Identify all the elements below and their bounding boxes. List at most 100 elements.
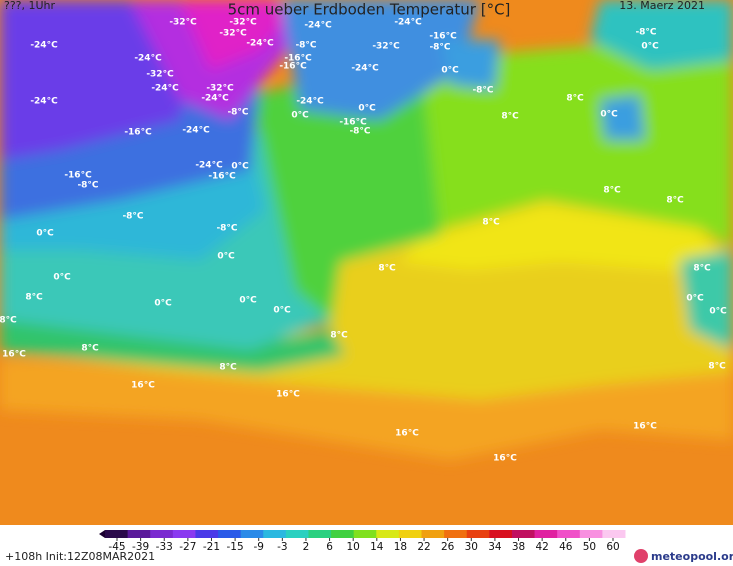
contour-label: -16°C — [124, 128, 152, 138]
scale-swatch — [557, 530, 581, 538]
contour-label: -8°C — [472, 86, 493, 96]
scale-tick-label: -33 — [156, 541, 173, 553]
contour-label: 0°C — [600, 110, 618, 120]
scale-tick-label: -3 — [277, 541, 287, 553]
contour-label: -8°C — [216, 224, 237, 234]
contour-label: -32°C — [206, 84, 234, 94]
run-label: ???, 1Uhr — [4, 0, 56, 12]
contour-label: 0°C — [291, 111, 309, 121]
scale-swatch — [263, 530, 287, 538]
contour-label: -24°C — [30, 97, 58, 107]
contour-label: 8°C — [693, 264, 711, 274]
scale-tick-label: 30 — [465, 541, 478, 553]
contour-label: -24°C — [182, 126, 210, 136]
logo-icon — [634, 549, 648, 563]
scale-swatch — [466, 530, 490, 538]
contour-label: 0°C — [154, 299, 172, 309]
scale-tick-label: 18 — [394, 541, 407, 553]
contour-label: 16°C — [276, 390, 300, 400]
map-title: 5cm ueber Erdboden Temperatur [°C] — [228, 1, 511, 19]
contour-label: -16°C — [284, 54, 312, 64]
contour-label: 8°C — [25, 293, 43, 303]
scale-tick-label: 14 — [370, 541, 384, 553]
contour-label: 0°C — [239, 296, 257, 306]
scale-swatch — [218, 530, 242, 538]
scale-swatch — [511, 530, 536, 538]
contour-label: 16°C — [493, 454, 517, 464]
scale-tick-label: 46 — [559, 541, 573, 553]
scale-swatch — [308, 530, 332, 538]
contour-label: 0°C — [217, 252, 235, 262]
contour-label: -24°C — [134, 54, 162, 64]
contour-label: -32°C — [229, 18, 257, 28]
scale-swatch — [172, 530, 196, 538]
contour-label: -16°C — [339, 118, 367, 128]
contour-label: 8°C — [219, 363, 237, 373]
scale-cap — [99, 530, 105, 538]
contour-label: 16°C — [633, 422, 657, 432]
contour-label: -24°C — [151, 84, 179, 94]
contour-label: -24°C — [195, 161, 223, 171]
scale-swatch — [285, 530, 309, 538]
scale-swatch — [195, 530, 219, 538]
contour-label: -16°C — [208, 172, 236, 182]
scale-swatch — [534, 530, 558, 538]
contour-label: -8°C — [429, 43, 450, 53]
contour-label: -8°C — [635, 28, 656, 38]
scale-swatch — [240, 530, 264, 538]
scale-tick-label: -9 — [253, 541, 263, 553]
scale-tick-label: 60 — [606, 541, 619, 553]
contour-label: -16°C — [64, 171, 92, 181]
color-scale: -45 -39 -33 -27 -21 -15 -9 -3 2 6 10 14 18 22 26 30 34 38… — [99, 530, 626, 553]
contour-label: 8°C — [0, 316, 17, 326]
contour-label: -8°C — [77, 181, 98, 191]
contour-label: -8°C — [122, 212, 143, 222]
contour-label: 16°C — [131, 381, 155, 391]
contour-label: -24°C — [246, 39, 274, 49]
scale-tick-label: 38 — [512, 541, 525, 553]
contour-label: 8°C — [330, 331, 348, 341]
contour-label: 8°C — [566, 94, 584, 104]
contour-label: 0°C — [53, 273, 71, 283]
contour-label: -16°C — [279, 62, 307, 72]
contour-label: -16°C — [429, 32, 457, 42]
scale-swatch — [127, 530, 151, 538]
contour-label: 16°C — [2, 350, 26, 360]
scale-tick-label: -27 — [179, 541, 196, 553]
contour-label: -32°C — [169, 18, 197, 28]
scale-swatch — [105, 530, 129, 538]
scale-swatch — [331, 530, 355, 538]
contour-label: -32°C — [219, 29, 247, 39]
contour-label: -32°C — [372, 42, 400, 52]
contour-label: -8°C — [349, 127, 370, 137]
contour-label: 0°C — [686, 294, 704, 304]
scale-swatch — [353, 530, 377, 538]
temperature-field — [0, 0, 733, 525]
contour-label: -24°C — [304, 21, 332, 31]
scale-tick-label: 50 — [583, 541, 596, 553]
contour-label: -24°C — [351, 64, 379, 74]
scale-swatch — [376, 530, 400, 538]
scale-swatch — [579, 530, 603, 538]
contour-label: 0°C — [709, 307, 727, 317]
date-label: 13. Maerz 2021 — [619, 0, 705, 12]
contour-labels: -32°C -32°C-32°C-24°C -24°C-16°C-24°C-24°C… — [0, 18, 727, 464]
scale-tick-label: -45 — [108, 541, 125, 553]
scale-swatch — [444, 530, 468, 538]
contour-label: 8°C — [501, 112, 519, 122]
contour-label: 0°C — [273, 306, 291, 316]
scale-swatch — [398, 530, 423, 538]
scale-tick-label: -39 — [132, 541, 149, 553]
contour-label: 0°C — [441, 66, 459, 76]
contour-label: -8°C — [295, 41, 316, 51]
contour-label: 8°C — [603, 186, 621, 196]
contour-label: 0°C — [641, 42, 659, 52]
contour-label: -8°C — [227, 108, 248, 118]
scale-tick-label: 10 — [347, 541, 360, 553]
contour-label: 16°C — [395, 429, 419, 439]
scale-tick-label: 26 — [441, 541, 455, 553]
scale-swatch — [421, 530, 445, 538]
scale-tick-label: -15 — [227, 541, 244, 553]
